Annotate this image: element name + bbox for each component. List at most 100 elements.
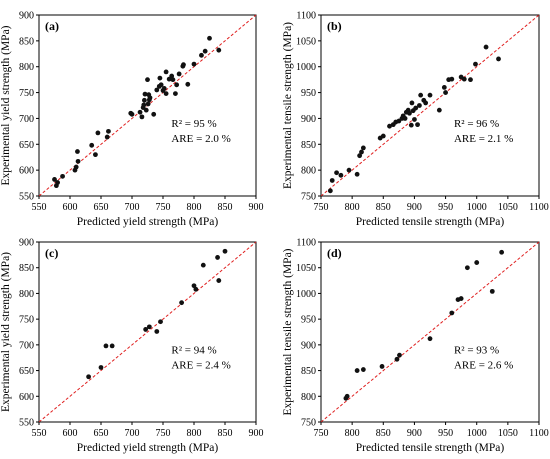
x-tick-label: 650 bbox=[94, 428, 109, 439]
y-tick-label: 700 bbox=[19, 114, 34, 125]
data-point bbox=[89, 142, 95, 148]
data-point bbox=[496, 56, 501, 62]
data-point bbox=[354, 368, 360, 373]
y-tick-label: 800 bbox=[19, 62, 34, 73]
y-tick-label: 850 bbox=[301, 366, 316, 377]
x-tick-label: 950 bbox=[438, 428, 453, 439]
x-tick-label: 850 bbox=[218, 202, 233, 213]
x-tick-label: 800 bbox=[187, 202, 202, 213]
data-point bbox=[464, 265, 470, 271]
data-point bbox=[394, 356, 400, 362]
y-tick-label: 1100 bbox=[296, 238, 316, 249]
data-point bbox=[327, 188, 333, 194]
data-point bbox=[216, 47, 222, 53]
data-point bbox=[142, 91, 148, 97]
y-tick-label: 650 bbox=[19, 366, 34, 377]
data-point bbox=[145, 77, 150, 83]
y-tick-label: 1000 bbox=[296, 289, 316, 300]
y-tick-label: 750 bbox=[19, 315, 34, 326]
data-point bbox=[346, 167, 352, 173]
y-tick-label: 800 bbox=[301, 392, 316, 403]
data-point bbox=[193, 286, 199, 292]
data-point bbox=[202, 48, 208, 54]
y-tick-label: 900 bbox=[19, 11, 34, 22]
data-point bbox=[222, 248, 228, 254]
panel-1: 750 800 850 900 950 1000 1050 1100 750 800 850 900 9… bbox=[282, 11, 549, 229]
data-point bbox=[154, 87, 160, 93]
data-point bbox=[334, 170, 339, 176]
data-point bbox=[146, 324, 152, 330]
x-tick-label: 800 bbox=[345, 202, 360, 213]
data-point bbox=[427, 336, 433, 342]
data-point bbox=[199, 52, 204, 58]
panel-label: (c) bbox=[45, 246, 58, 260]
x-tick-label: 750 bbox=[156, 428, 171, 439]
data-point bbox=[109, 343, 115, 349]
data-point bbox=[483, 44, 489, 50]
data-point bbox=[443, 90, 448, 95]
x-tick-label: 850 bbox=[376, 202, 391, 213]
y-tick-label: 1100 bbox=[296, 11, 316, 22]
data-point bbox=[200, 262, 206, 268]
data-point bbox=[397, 352, 402, 358]
x-tick-label: 650 bbox=[94, 202, 109, 213]
data-point bbox=[158, 82, 164, 88]
data-point bbox=[216, 278, 222, 283]
data-point bbox=[379, 364, 385, 369]
data-point bbox=[359, 149, 364, 155]
x-tick-label: 750 bbox=[314, 202, 329, 213]
data-point bbox=[409, 100, 415, 106]
data-point bbox=[103, 343, 109, 349]
data-point bbox=[191, 61, 197, 67]
data-point bbox=[55, 180, 60, 185]
x-tick-label: 800 bbox=[345, 428, 360, 439]
data-point bbox=[106, 128, 111, 134]
x-tick-label: 900 bbox=[249, 428, 264, 439]
data-point bbox=[163, 69, 169, 75]
are-label: ARE = 2.1 % bbox=[454, 133, 513, 145]
data-point bbox=[415, 122, 420, 128]
y-tick-label: 1050 bbox=[296, 36, 316, 47]
x-axis-title: Predicted tensile strength (MPa) bbox=[356, 216, 505, 228]
data-point bbox=[161, 86, 167, 91]
x-tick-label: 550 bbox=[32, 202, 47, 213]
data-point bbox=[449, 76, 455, 82]
data-point bbox=[129, 111, 135, 117]
x-tick-label: 700 bbox=[125, 428, 140, 439]
data-point bbox=[145, 101, 151, 107]
data-point bbox=[158, 319, 163, 325]
data-point bbox=[137, 109, 143, 115]
x-tick-label: 950 bbox=[438, 202, 453, 213]
y-tick-label: 750 bbox=[301, 418, 316, 429]
data-point bbox=[185, 81, 191, 87]
data-point bbox=[93, 152, 98, 158]
panel-2: 550 600 650 700 750 800 850 900 550 600 650 700 750 8… bbox=[0, 238, 264, 455]
data-point bbox=[157, 75, 163, 81]
data-point bbox=[181, 62, 186, 68]
x-tick-label: 750 bbox=[314, 428, 329, 439]
data-point bbox=[387, 123, 392, 129]
plot-frame bbox=[320, 241, 540, 423]
data-point bbox=[407, 110, 412, 116]
data-point bbox=[380, 133, 386, 139]
x-tick-label: 1100 bbox=[529, 202, 549, 213]
data-point bbox=[52, 177, 57, 182]
y-tick-label: 850 bbox=[301, 140, 316, 151]
data-point bbox=[86, 374, 91, 380]
y-tick-label: 850 bbox=[19, 36, 34, 47]
x-axis-title: Predicted yield strength (MPa) bbox=[77, 216, 219, 228]
data-point bbox=[142, 97, 147, 103]
y-tick-label: 650 bbox=[19, 140, 34, 151]
y-tick-label: 900 bbox=[19, 238, 34, 249]
data-point bbox=[436, 107, 442, 113]
data-point bbox=[354, 171, 360, 177]
y-axis-title: Experimental yield strength (MPa) bbox=[0, 25, 12, 185]
data-point bbox=[98, 365, 104, 370]
data-point bbox=[147, 95, 153, 101]
x-tick-label: 550 bbox=[32, 428, 47, 439]
data-point bbox=[473, 61, 478, 67]
plot-frame bbox=[320, 14, 540, 197]
data-point bbox=[163, 91, 169, 97]
y-tick-label: 750 bbox=[301, 192, 316, 203]
are-label: ARE = 2.0 % bbox=[171, 133, 230, 145]
